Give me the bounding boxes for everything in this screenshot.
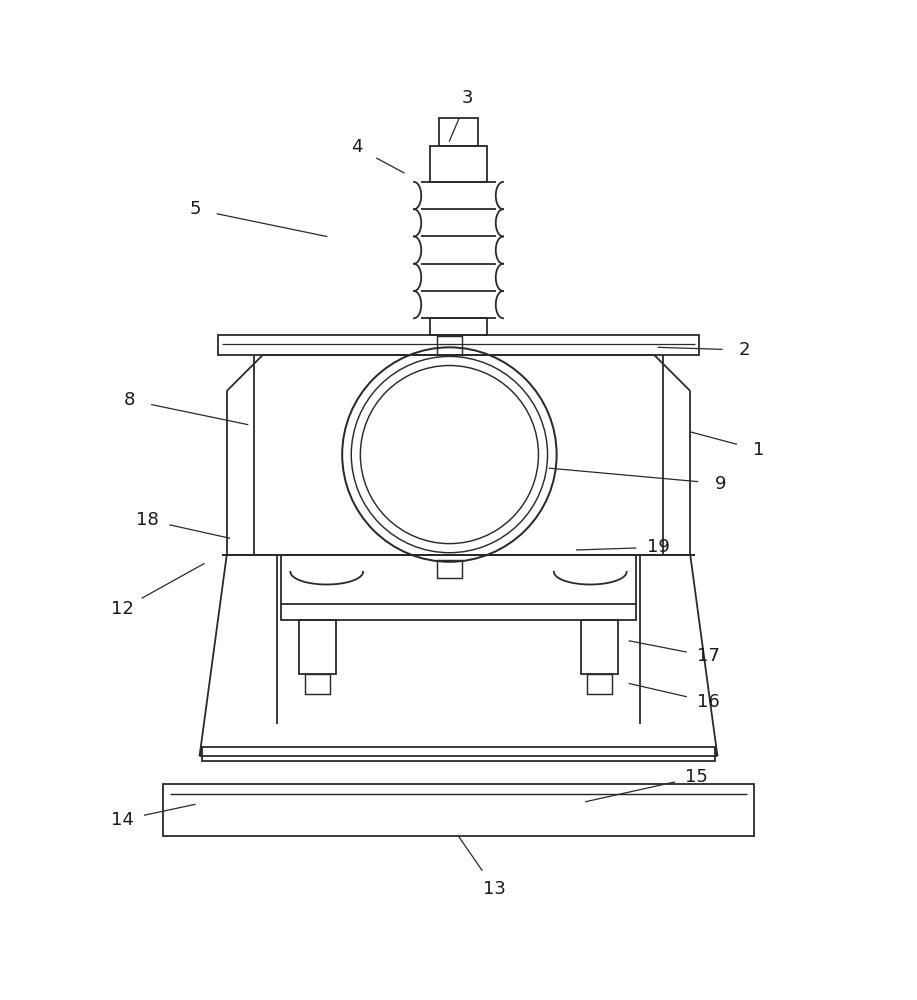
Bar [438, 118, 479, 146]
Bar [163, 784, 754, 836]
Bar [282, 604, 635, 620]
Text: 19: 19 [647, 538, 669, 556]
Bar [587, 674, 612, 694]
Bar [436, 336, 462, 355]
Text: 13: 13 [483, 880, 506, 898]
Text: 8: 8 [124, 391, 135, 409]
Text: 1: 1 [753, 441, 764, 459]
Bar [430, 318, 487, 335]
Text: 16: 16 [697, 693, 720, 711]
Text: 14: 14 [111, 811, 134, 829]
Text: 18: 18 [137, 511, 160, 529]
Text: 15: 15 [685, 768, 708, 786]
Bar [430, 146, 487, 182]
Text: 3: 3 [462, 89, 473, 107]
Bar [436, 560, 462, 578]
Bar [305, 674, 330, 694]
Text: 4: 4 [351, 138, 362, 156]
Text: 2: 2 [739, 341, 750, 359]
Bar [300, 620, 336, 674]
Text: 5: 5 [189, 200, 201, 218]
Text: 17: 17 [697, 647, 720, 665]
Text: 12: 12 [111, 600, 134, 618]
Bar [203, 747, 714, 761]
Text: 9: 9 [714, 475, 726, 493]
Bar [581, 620, 617, 674]
Bar [217, 335, 700, 355]
